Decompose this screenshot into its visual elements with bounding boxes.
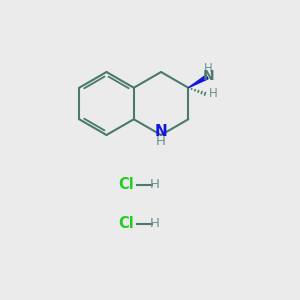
Text: H: H (150, 178, 159, 191)
Text: H: H (204, 62, 213, 75)
Text: N: N (203, 69, 214, 83)
Polygon shape (188, 75, 208, 88)
Text: H: H (209, 87, 218, 100)
Text: H: H (156, 135, 166, 148)
Text: N: N (155, 124, 167, 139)
Text: H: H (150, 217, 159, 230)
Text: Cl: Cl (118, 216, 134, 231)
Text: Cl: Cl (118, 177, 134, 192)
